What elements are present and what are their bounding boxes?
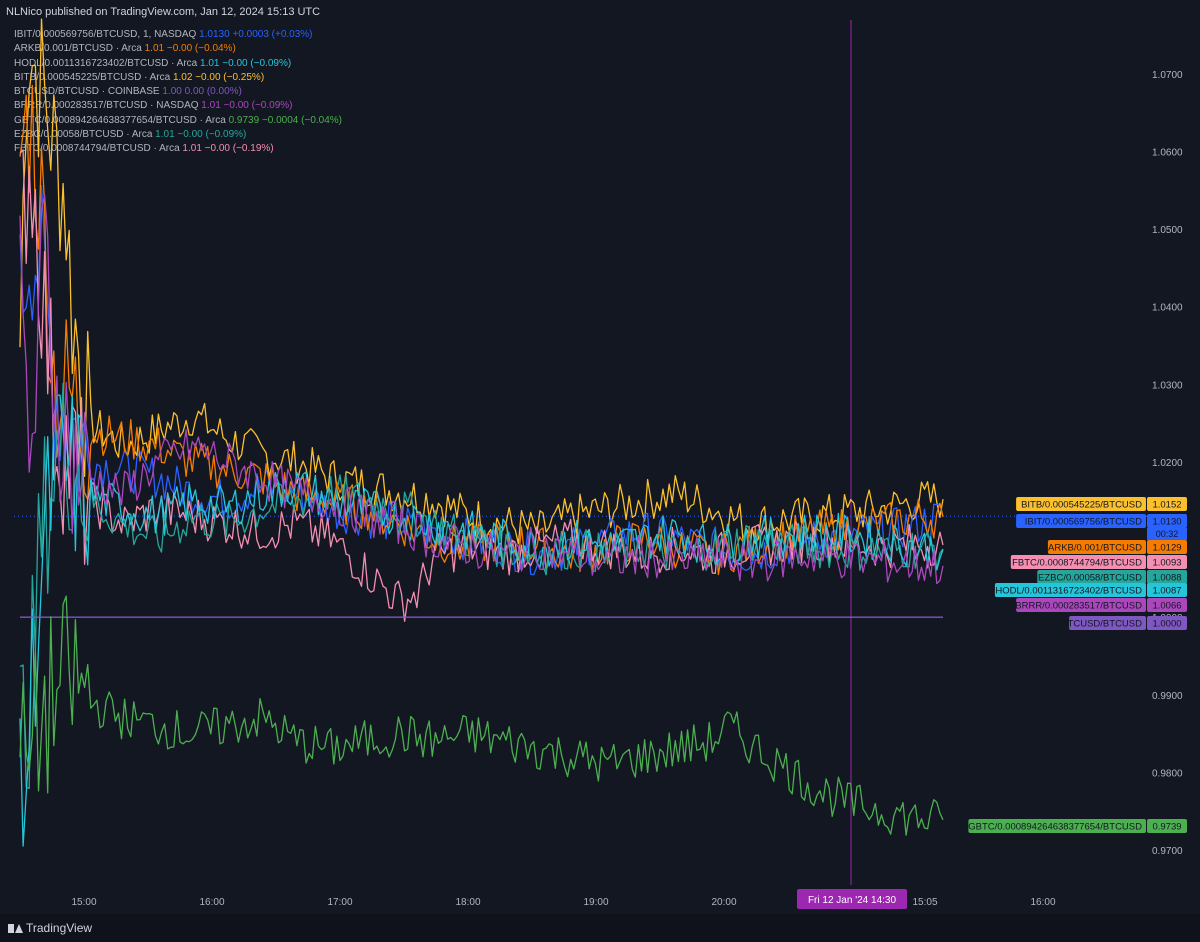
legend-symbol: BTCUSD/BTCUSD · COINBASE (14, 86, 160, 98)
series-name-label: IBIT/0.000569756/BTCUSD (1025, 517, 1142, 528)
legend-symbol: BRRR/0.000283517/BTCUSD · NASDAQ (14, 100, 199, 112)
x-tick-label: 16:00 (1030, 897, 1055, 908)
x-tick-label: 19:00 (583, 897, 608, 908)
footer-bar: TradingView (0, 914, 1200, 942)
series-price-label: 1.0088 (1152, 573, 1181, 584)
tradingview-logo-icon (8, 923, 23, 933)
series-name-tag (1069, 616, 1146, 630)
series-price-tag (1147, 555, 1187, 569)
price-chart[interactable]: 1.0700 1.0600 1.0500 1.0400 1.0300 1.0200 1.01… (0, 0, 1200, 914)
legend-symbol: IBIT/0.000569756/BTCUSD, 1, NASDAQ (14, 29, 197, 40)
legend-row[interactable]: IBIT/0.000569756/BTCUSD, 1, NASDAQ 1.013… (14, 28, 342, 42)
y-tick-label: 1.0500 (1152, 225, 1183, 236)
legend-values: 1.01 −0.00 (−0.04%) (141, 43, 236, 55)
tradingview-logo[interactable]: TradingView (8, 921, 92, 935)
legend-values: 1.01 −0.00 (−0.09%) (197, 57, 292, 69)
series-name-label: HODL/0.0011316723402/BTCUSD (995, 586, 1142, 597)
series-name-label: ARKB/0.001/BTCUSD (1048, 543, 1142, 554)
legend-values: 1.00 0.00 (0.00%) (159, 86, 242, 98)
y-tick-label: 0.9900 (1152, 691, 1183, 702)
chart-legend: IBIT/0.000569756/BTCUSD, 1, NASDAQ 1.013… (14, 28, 342, 157)
series-price-tag (1147, 540, 1187, 554)
legend-row[interactable]: ARKB/0.001/BTCUSD · Arca 1.01 −0.00 (−0.… (14, 42, 342, 56)
y-tick-label: 1.0300 (1152, 380, 1183, 391)
series-line (19, 194, 944, 585)
legend-symbol: ARKB/0.001/BTCUSD · Arca (14, 43, 142, 55)
legend-values: 1.02 −0.00 (−0.25%) (170, 71, 265, 83)
series-line (19, 595, 944, 836)
legend-row[interactable]: BRRR/0.000283517/BTCUSD · NASDAQ 1.01 −0… (14, 99, 342, 113)
series-price-label: 0.9739 (1152, 822, 1181, 833)
tradingview-brand-text: TradingView (26, 921, 93, 935)
series-name-tag (968, 819, 1146, 833)
series-price-label: 1.0000 (1152, 619, 1181, 630)
series-price-tag (1147, 598, 1187, 612)
y-tick-label: 0.9700 (1152, 846, 1183, 857)
legend-row[interactable]: FBTC/0.0008744794/BTCUSD · Arca 1.01 −0.… (14, 142, 342, 156)
x-tick-label: 15:00 (71, 897, 96, 908)
series-name-tag (1016, 598, 1146, 612)
series-name-tag (1047, 540, 1146, 554)
series-name-label: EZBC/0.00058/BTCUSD (1038, 573, 1142, 584)
series-price-tag (1147, 497, 1187, 511)
series-price-tag (1147, 819, 1187, 833)
series-name-label: FBTC/0.0008744794/BTCUSD (1012, 558, 1142, 569)
series-name-label: BITB/0.000545225/BTCUSD (1021, 500, 1142, 511)
series-name-tag (1016, 497, 1146, 511)
ibit-countdown-label: 00:32 (1156, 529, 1179, 539)
y-tick-label: 1.0200 (1152, 458, 1183, 469)
x-tick-label: 15:05 (912, 897, 937, 908)
series-price-tag (1147, 570, 1187, 584)
legend-values: 1.01 −0.00 (−0.19%) (179, 143, 274, 155)
series-price-label: 1.0129 (1152, 543, 1181, 554)
legend-symbol: HODL/0.0011316723402/BTCUSD · Arca (14, 57, 198, 69)
x-tick-label: 20:00 (711, 897, 736, 908)
series-name-label: BRRR/0.000283517/BTCUSD (1015, 601, 1142, 612)
y-tick-label: 1.0600 (1152, 147, 1183, 158)
crosshair-time-box (797, 889, 907, 909)
series-price-tag (1147, 514, 1187, 528)
series-price-tag (1147, 616, 1187, 630)
publisher-header: NLNico published on TradingView.com, Jan… (6, 6, 321, 18)
series-price-tag (1147, 583, 1187, 597)
legend-row[interactable]: GBTC/0.000894264638377654/BTCUSD · Arca … (14, 114, 342, 128)
x-tick-label: 18:00 (455, 897, 480, 908)
y-tick-label: 1.0400 (1152, 303, 1183, 314)
legend-symbol: EZBC/0.00058/BTCUSD · Arca (14, 129, 153, 141)
legend-symbol: FBTC/0.0008744794/BTCUSD · Arca (14, 143, 180, 155)
legend-values: 1.01 −0.00 (−0.09%) (152, 129, 247, 141)
legend-values: 1.0130 +0.0003 (+0.03%) (196, 29, 313, 40)
ibit-countdown-box (1147, 528, 1187, 540)
series-line (19, 18, 944, 545)
x-tick-label: 17:00 (327, 897, 352, 908)
y-tick-label: 0.9800 (1152, 768, 1183, 779)
series-name-tag (1037, 570, 1146, 584)
y-tick-label: 1.0700 (1152, 70, 1183, 81)
legend-symbol: BITB/0.000545225/BTCUSD · Arca (14, 71, 171, 83)
legend-row[interactable]: BTCUSD/BTCUSD · COINBASE 1.00 0.00 (0.00… (14, 85, 342, 99)
series-name-label: GBTC/0.000894264638377654/BTCUSD (968, 822, 1142, 833)
series-name-tag (1016, 514, 1146, 528)
series-price-label: 1.0066 (1152, 601, 1181, 612)
series-price-label: 1.0152 (1152, 500, 1181, 511)
series-name-label: BTCUSD/BTCUSD (1061, 619, 1142, 630)
legend-row[interactable]: EZBC/0.00058/BTCUSD · Arca 1.01 −0.00 (−… (14, 128, 342, 142)
series-price-label: 1.0093 (1152, 558, 1181, 569)
legend-row[interactable]: BITB/0.000545225/BTCUSD · Arca 1.02 −0.0… (14, 71, 342, 85)
legend-symbol: GBTC/0.000894264638377654/BTCUSD · Arca (14, 114, 226, 126)
crosshair-time-label: Fri 12 Jan '24 14:30 (808, 895, 897, 906)
series-name-tag (1010, 555, 1146, 569)
series-price-label: 1.0130 (1152, 517, 1181, 528)
series-price-label: 1.0087 (1152, 586, 1181, 597)
x-tick-label: 16:00 (199, 897, 224, 908)
legend-values: 0.9739 −0.0004 (−0.04%) (225, 114, 342, 126)
series-name-tag (994, 583, 1146, 597)
series-line (19, 394, 944, 847)
legend-values: 1.01 −0.00 (−0.09%) (198, 100, 293, 112)
legend-row[interactable]: HODL/0.0011316723402/BTCUSD · Arca 1.01 … (14, 57, 342, 71)
series-line (19, 382, 944, 790)
